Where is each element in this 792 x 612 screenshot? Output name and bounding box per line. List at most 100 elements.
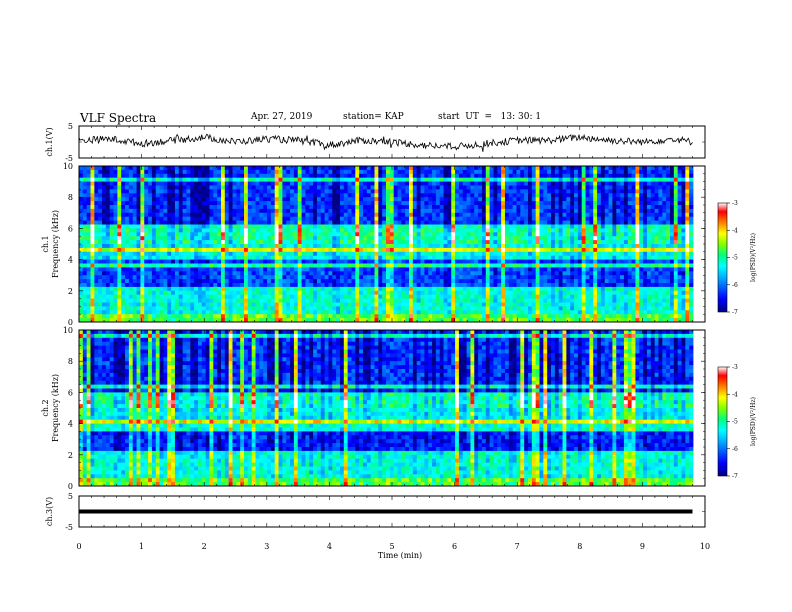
spectrogram-cell xyxy=(635,259,640,264)
spectrogram-cell xyxy=(297,240,302,245)
spectrogram-cell xyxy=(512,201,517,206)
spectrogram-cell xyxy=(405,275,410,280)
spectrogram-cell xyxy=(263,283,268,288)
spectrogram-cell xyxy=(109,275,114,280)
spectrogram-cell xyxy=(558,201,563,206)
spectrogram-cell xyxy=(278,255,283,260)
spectrogram-cell xyxy=(570,193,575,198)
spectrogram-cell xyxy=(585,177,590,182)
spectrogram-cell xyxy=(432,240,437,245)
spectrogram-cell xyxy=(228,169,233,175)
spectrogram-cell xyxy=(512,205,517,210)
spectrogram-cell xyxy=(597,205,602,210)
spectrogram-cell xyxy=(128,216,134,221)
spectrogram-cell xyxy=(650,220,656,225)
spectrogram-cell xyxy=(566,244,571,249)
spectrogram-cell xyxy=(412,189,418,194)
spectrogram-cell xyxy=(316,181,322,186)
spectrogram-cell xyxy=(347,240,352,245)
spectrogram-cell xyxy=(681,181,686,186)
spectrogram-cell xyxy=(600,271,606,276)
spectrogram-cell xyxy=(593,244,598,249)
spectrogram-cell xyxy=(416,251,421,257)
spectrogram-cell xyxy=(343,251,349,257)
spectrogram-cell xyxy=(386,228,391,233)
spectrogram-cell xyxy=(220,181,226,186)
spectrogram-cell xyxy=(577,177,583,182)
spectrogram-cell xyxy=(501,173,506,179)
spectrogram-cell xyxy=(474,197,479,202)
spectrogram-cell xyxy=(159,247,164,253)
spectrogram-cell xyxy=(643,197,648,202)
spectrogram-cell xyxy=(247,228,253,233)
spectrogram-cell xyxy=(232,201,237,206)
spectrogram-cell xyxy=(558,240,563,245)
spectrogram-cell xyxy=(554,220,560,225)
spectrogram-cell xyxy=(278,283,283,288)
spectrogram-cell xyxy=(585,216,590,221)
spectrogram-cell xyxy=(366,220,372,225)
spectrogram-cell xyxy=(562,181,567,186)
spectrogram-cell xyxy=(627,271,632,276)
spectrogram-cell xyxy=(589,169,594,175)
spectrogram-cell xyxy=(508,173,514,179)
spectrogram-cell xyxy=(339,173,345,179)
spectrogram-cell xyxy=(313,177,318,182)
spectrogram-cell xyxy=(654,208,659,214)
spectrogram-cell xyxy=(681,244,686,249)
spectrogram-cell xyxy=(148,212,153,218)
spectrogram-cell xyxy=(267,208,272,214)
spectrogram-cell xyxy=(478,197,483,202)
spectrogram-cell xyxy=(278,173,283,179)
spectrogram-cell xyxy=(290,212,295,218)
spectrogram-cell xyxy=(224,189,230,194)
spectrogram-cell xyxy=(301,173,306,179)
spectrogram-cell xyxy=(397,173,402,179)
spectrogram-cell xyxy=(236,267,241,272)
spectrogram-cell xyxy=(121,236,126,241)
spectrogram-cell xyxy=(401,177,406,182)
spectrogram-cell xyxy=(132,279,137,284)
spectrogram-cell xyxy=(247,240,253,245)
spectrogram-cell xyxy=(623,228,629,233)
spectrogram-cell xyxy=(209,193,214,198)
spectrogram-cell xyxy=(593,232,598,237)
spectrogram-cell xyxy=(102,197,107,202)
spectrogram-cell xyxy=(658,177,663,182)
spectrogram-cell xyxy=(562,193,567,198)
spectrogram-cell xyxy=(125,236,130,241)
spectrogram-cell xyxy=(420,173,425,179)
spectrogram-cell xyxy=(378,193,383,198)
spectrogram-cell xyxy=(316,197,322,202)
spectrogram-cell xyxy=(412,275,418,280)
spectrogram-cell xyxy=(286,181,291,186)
spectrogram-cell xyxy=(597,181,602,186)
spectrogram-cell xyxy=(543,220,548,225)
spectrogram-cell xyxy=(186,263,191,268)
spectrogram-cell xyxy=(527,173,533,179)
spectrogram-cell xyxy=(86,267,91,272)
spectrogram-cell xyxy=(547,236,552,241)
spectrogram-cell xyxy=(650,166,656,171)
spectrogram-cell xyxy=(389,251,395,257)
spectrogram-cell xyxy=(362,224,368,229)
spectrogram-cell xyxy=(167,166,172,171)
spectrogram-cell xyxy=(290,275,295,280)
spectrogram-cell xyxy=(251,232,256,237)
spectrogram-cell xyxy=(428,193,433,198)
spectrogram-cell xyxy=(581,220,586,225)
spectrogram-cell xyxy=(420,169,425,175)
spectrogram-cell xyxy=(351,271,356,276)
spectrogram-cell xyxy=(677,216,682,221)
spectrogram-cell xyxy=(347,247,352,253)
spectrogram-cell xyxy=(362,208,368,214)
spectrogram-cell xyxy=(600,267,606,272)
spectrogram-cell xyxy=(401,185,406,190)
spectrogram-cell xyxy=(290,251,295,257)
spectrogram-cell xyxy=(332,244,337,249)
spectrogram-cell xyxy=(631,224,636,229)
spectrogram-cell xyxy=(94,240,99,245)
spectrogram-cell xyxy=(577,208,583,214)
spectrogram-cell xyxy=(94,189,99,194)
spectrogram-cell xyxy=(140,216,145,221)
